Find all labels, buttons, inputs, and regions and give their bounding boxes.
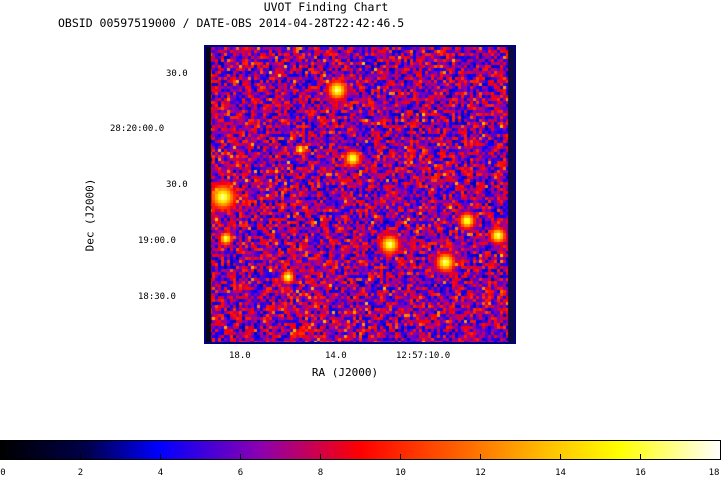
colorbar xyxy=(0,440,721,460)
x-axis-label: RA (J2000) xyxy=(311,366,379,379)
chart-subtitle: OBSID 00597519000 / DATE-OBS 2014-04-28T… xyxy=(58,16,405,30)
y-axis-label: Dec (J2000) xyxy=(83,178,97,252)
image-frame xyxy=(204,45,516,344)
x-tick-label: 12:57:10.0 xyxy=(396,351,451,361)
colorbar-tick-label: 6 xyxy=(237,468,244,478)
y-tick-label: 30.0 xyxy=(166,180,188,190)
uvot-image xyxy=(206,47,514,342)
colorbar-tick-label: 16 xyxy=(635,468,646,478)
colorbar-tick-label: 14 xyxy=(555,468,566,478)
y-tick-label: 28:20:00.0 xyxy=(110,124,165,134)
y-tick-label: 30.0 xyxy=(166,69,188,79)
x-tick-label: 18.0 xyxy=(229,351,251,361)
y-tick-label: 19:00.0 xyxy=(138,236,176,246)
colorbar-tick-label: 10 xyxy=(395,468,406,478)
colorbar-tick-label: 8 xyxy=(317,468,324,478)
x-tick-label: 14.0 xyxy=(325,351,347,361)
colorbar-tick-label: 18 xyxy=(708,468,720,478)
chart-title: UVOT Finding Chart xyxy=(263,0,389,14)
colorbar-tick-label: 2 xyxy=(77,468,84,478)
colorbar-tick-label: 0 xyxy=(0,468,6,478)
colorbar-gradient xyxy=(0,440,721,460)
colorbar-tick-label: 4 xyxy=(157,468,164,478)
y-tick-label: 18:30.0 xyxy=(138,292,176,302)
colorbar-tick-label: 12 xyxy=(475,468,486,478)
